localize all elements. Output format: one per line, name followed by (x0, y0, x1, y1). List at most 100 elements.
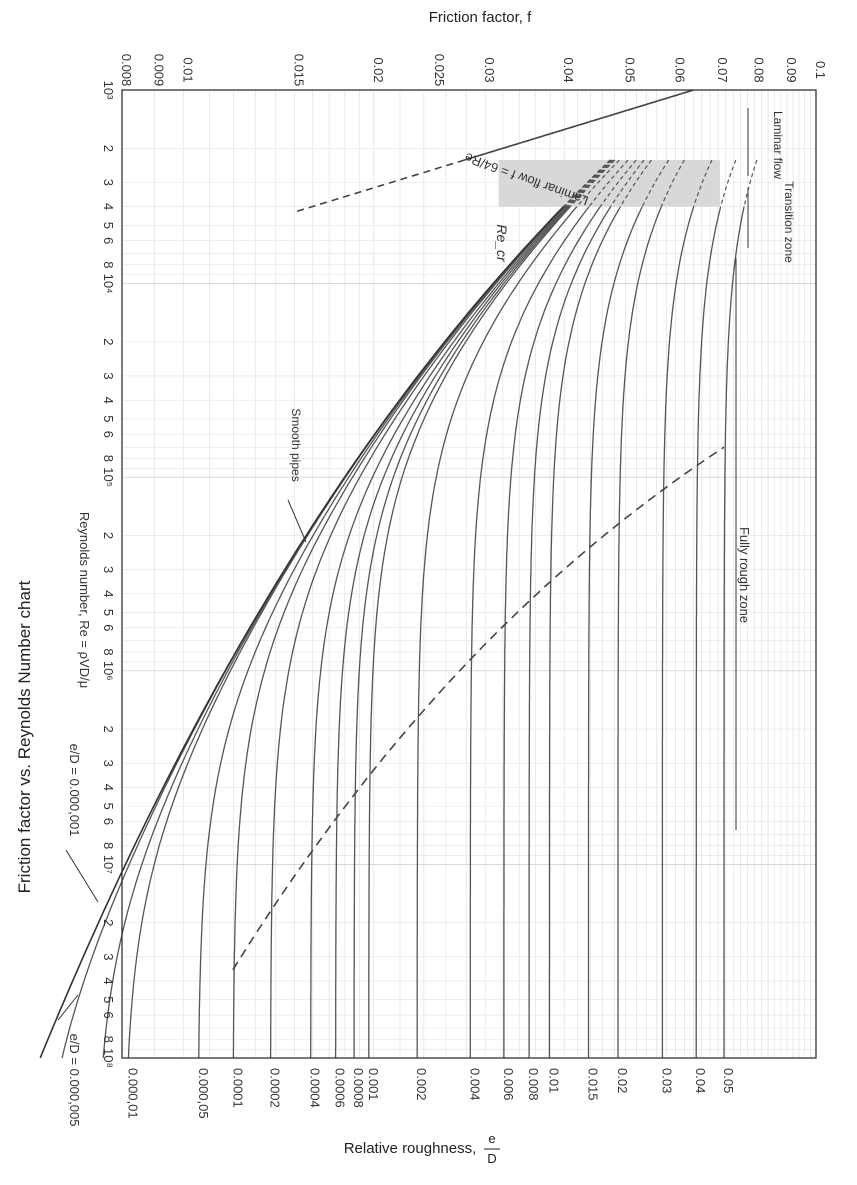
x-tick-label: 8 (101, 455, 116, 462)
x-tick-label: 10⁴ (101, 274, 116, 294)
x-tick-label: 3 (101, 953, 116, 960)
y-tick-label: 0.08 (752, 57, 767, 82)
roughness-label: 0.001 (366, 1068, 381, 1101)
x-tick-label: 5 (101, 222, 116, 229)
y-tick-label: 0.02 (371, 57, 386, 82)
roughness-curve (416, 206, 578, 1058)
laminar-line-dashed (292, 159, 465, 214)
transition-band (498, 160, 720, 207)
roughness-curve (661, 206, 695, 1058)
plot-border (121, 89, 817, 1059)
y-tick-label: 0.07 (715, 57, 730, 82)
x-tick-label: 6 (101, 237, 116, 244)
ed-0.000001-leader (65, 849, 99, 903)
y-tick-label: 0.04 (561, 57, 576, 82)
x-tick-label: 3 (101, 372, 116, 379)
roughness-label: 0.03 (659, 1068, 674, 1093)
laminar-flow-label: Laminar flow (771, 111, 785, 179)
roughness-label: 0.004 (467, 1068, 482, 1101)
right-axis-title-d: D (487, 1151, 496, 1166)
y-tick-label: 0.05 (623, 57, 638, 82)
y-tick-label: 0.01 (180, 57, 195, 82)
laminar-line (464, 89, 694, 161)
roughness-curve-dashed (569, 159, 616, 208)
roughness-curve (368, 206, 571, 1058)
y-tick-label: 0.025 (432, 54, 447, 87)
x-tick-label: 3 (101, 760, 116, 767)
re-cr-label: Re_cr (494, 224, 510, 263)
plot-frame (121, 89, 817, 1059)
x-tick-label: 10⁸ (101, 1048, 116, 1068)
roughness-labels: 0.05 0.04 0.03 0.02 0.015 0.01 0.008 0.006 0.004… (125, 1068, 736, 1119)
x-tick-label: 5 (101, 415, 116, 422)
roughness-label: 0.0004 (308, 1068, 323, 1108)
roughness-curve (617, 206, 662, 1058)
x-tick-label: 8 (101, 842, 116, 849)
roughness-curve-dashed (660, 159, 685, 207)
roughness-label: 0.0006 (333, 1068, 348, 1108)
x-tick-label: 5 (101, 802, 116, 809)
fully-rough-boundary (232, 446, 725, 971)
roughness-curve (232, 206, 565, 1058)
roughness-curve-dashed (743, 159, 758, 207)
x-tick-label: 10⁵ (101, 467, 116, 487)
roughness-curves (39, 89, 758, 1059)
roughness-curve (61, 206, 565, 1059)
roughness-label: 0.01 (546, 1068, 561, 1093)
roughness-curve (334, 206, 569, 1058)
x-tick-label: 2 (101, 145, 116, 152)
smooth-pipes-arrow (287, 499, 307, 543)
roughness-curve (587, 206, 643, 1058)
chart-grid (121, 89, 817, 1058)
chart-caption: Friction factor vs. Reynolds Number char… (15, 580, 34, 893)
x-tick-label: 4 (101, 203, 116, 210)
y-tick-label: 0.03 (482, 57, 497, 82)
roughness-label: 0.05 (721, 1068, 736, 1093)
ed-0.000005-label: e/D = 0.000,005 (67, 1034, 82, 1127)
roughness-curve (310, 206, 567, 1058)
y-tick-label: 0.09 (784, 57, 799, 82)
roughness-label: 0.000,01 (125, 1068, 140, 1119)
y-tick-label: 0.06 (673, 57, 688, 82)
ed-0.000001-label: e/D = 0.000,001 (67, 744, 82, 837)
smooth-pipe-curve (39, 206, 565, 1059)
roughness-curve-dashed (720, 159, 737, 207)
roughness-label: 0.0001 (230, 1068, 245, 1108)
x-tick-label: 10⁶ (101, 661, 116, 681)
roughness-curve (548, 206, 622, 1058)
x-tick-label: 2 (101, 338, 116, 345)
y-tick-labels: 0.1 0.09 0.08 0.07 0.06 0.05 0.04 0.03 0.025 0.02… (119, 54, 828, 87)
roughness-curve-dashed (576, 159, 620, 207)
roughness-label: 0.04 (693, 1068, 708, 1093)
roughness-curve (102, 206, 565, 1059)
y-tick-label: 0.1 (813, 61, 828, 79)
x-axis-title: Reynolds number, Re = ρVD/μ (77, 512, 92, 688)
roughness-curve (269, 206, 566, 1058)
x-tick-label: 10⁷ (101, 855, 116, 874)
roughness-curve-dashed (619, 159, 652, 207)
roughness-curve (353, 206, 570, 1059)
smooth-pipes-label: Smooth pipes (289, 408, 303, 481)
roughness-label: 0.0008 (351, 1068, 366, 1108)
y-tick-label: 0.009 (151, 54, 166, 87)
y-axis-title: Friction factor, f (429, 9, 532, 26)
x-tick-label: 5 (101, 996, 116, 1003)
roughness-label: 0.008 (526, 1068, 541, 1101)
roughness-curve-dashed (599, 159, 637, 207)
x-tick-label: 5 (101, 609, 116, 616)
x-tick-label: 4 (101, 590, 116, 597)
x-tick-label: 3 (101, 179, 116, 186)
x-tick-label: 10³ (101, 81, 116, 100)
x-tick-labels: 10³ 2 3 4 5 6 8 10⁴ 2 3 4 5 6 8 10⁵ 2 3 4 5 6 8 10⁶ 2 3 4 5 6 8 10⁷ 2… (101, 81, 116, 1068)
x-tick-label: 8 (101, 1036, 116, 1043)
x-tick-label: 8 (101, 648, 116, 655)
x-tick-label: 8 (101, 261, 116, 268)
roughness-curve (469, 206, 590, 1058)
x-tick-label: 6 (101, 624, 116, 631)
right-axis-title-text: Relative roughness, (344, 1140, 477, 1157)
ed-0.000005-leader (57, 994, 79, 1021)
roughness-label: 0.006 (501, 1068, 516, 1101)
x-tick-label: 6 (101, 1011, 116, 1018)
roughness-curve-dashed (610, 159, 645, 207)
x-tick-label: 2 (101, 919, 116, 926)
